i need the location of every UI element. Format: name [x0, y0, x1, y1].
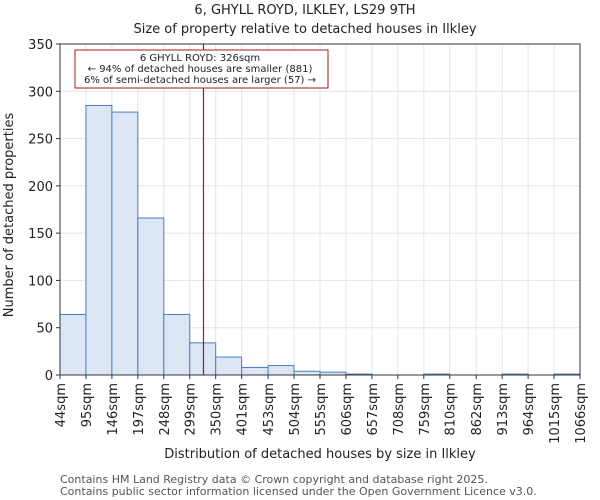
chart-subtitle: Size of property relative to detached ho…	[133, 22, 476, 37]
histogram-bar	[163, 313, 191, 376]
footer-line-2: Contains public sector information licen…	[60, 485, 537, 498]
histogram-bar	[85, 104, 113, 376]
histogram-bar	[59, 313, 87, 376]
x-tick-label: 964sqm	[522, 383, 537, 436]
x-tick-label: 350sqm	[210, 383, 225, 436]
x-tick-label: 1015sqm	[548, 383, 563, 444]
x-tick-label: 401sqm	[236, 383, 251, 436]
x-tick-label: 913sqm	[496, 383, 511, 436]
y-tick-label: 300	[28, 85, 53, 100]
marker-annotation: 6 GHYLL ROYD: 326sqm ← 94% of detached h…	[74, 49, 329, 89]
y-tick-label: 150	[28, 227, 53, 242]
x-tick-label: 95sqm	[80, 383, 95, 427]
x-tick-label: 504sqm	[288, 383, 303, 436]
histogram-bar	[241, 366, 269, 376]
x-tick-labels: 44sqm 95sqm 146sqm 197sqm 248sqm 299sqm 350sqm…	[54, 375, 589, 444]
x-tick-label: 197sqm	[132, 383, 147, 436]
annotation-line-3: 6% of semi-detached houses are larger (5…	[84, 75, 316, 86]
histogram-bar	[111, 111, 139, 376]
x-tick-label: 1066sqm	[574, 383, 589, 444]
footer-line-1: Contains HM Land Registry data © Crown c…	[60, 473, 488, 486]
x-tick-label: 810sqm	[444, 383, 459, 436]
histogram-bar	[267, 365, 295, 376]
y-tick-label: 250	[28, 133, 53, 148]
histogram-bar	[189, 342, 217, 376]
histogram-bar	[137, 217, 165, 376]
y-tick-label: 50	[36, 322, 53, 337]
chart-title: 6, GHYLL ROYD, ILKLEY, LS29 9TH	[194, 3, 415, 18]
y-tick-label: 0	[45, 369, 53, 384]
bars	[59, 104, 581, 376]
annotation-line-1: 6 GHYLL ROYD: 326sqm	[140, 53, 260, 64]
annotation-line-2: ← 94% of detached houses are smaller (88…	[88, 64, 313, 75]
y-tick-labels: 0 50 100 150 200 250 300 350	[28, 38, 60, 384]
x-tick-label: 862sqm	[470, 383, 485, 436]
x-tick-label: 248sqm	[158, 383, 173, 436]
x-tick-label: 44sqm	[54, 383, 69, 427]
y-axis-title: Number of detached properties	[2, 113, 17, 318]
x-tick-label: 708sqm	[392, 383, 407, 436]
x-tick-label: 555sqm	[314, 383, 329, 436]
x-tick-label: 146sqm	[106, 383, 121, 436]
x-tick-label: 299sqm	[184, 383, 199, 436]
annotation-box	[74, 49, 329, 89]
histogram-bar	[215, 356, 243, 376]
x-tick-label: 606sqm	[340, 383, 355, 436]
x-tick-label: 453sqm	[262, 383, 277, 436]
y-tick-label: 350	[28, 38, 53, 53]
y-tick-label: 100	[28, 274, 53, 289]
x-axis-title: Distribution of detached houses by size …	[164, 447, 476, 462]
y-tick-label: 200	[28, 180, 53, 195]
x-tick-label: 759sqm	[418, 383, 433, 436]
histogram-bar	[293, 370, 321, 376]
x-tick-label: 657sqm	[366, 383, 381, 436]
